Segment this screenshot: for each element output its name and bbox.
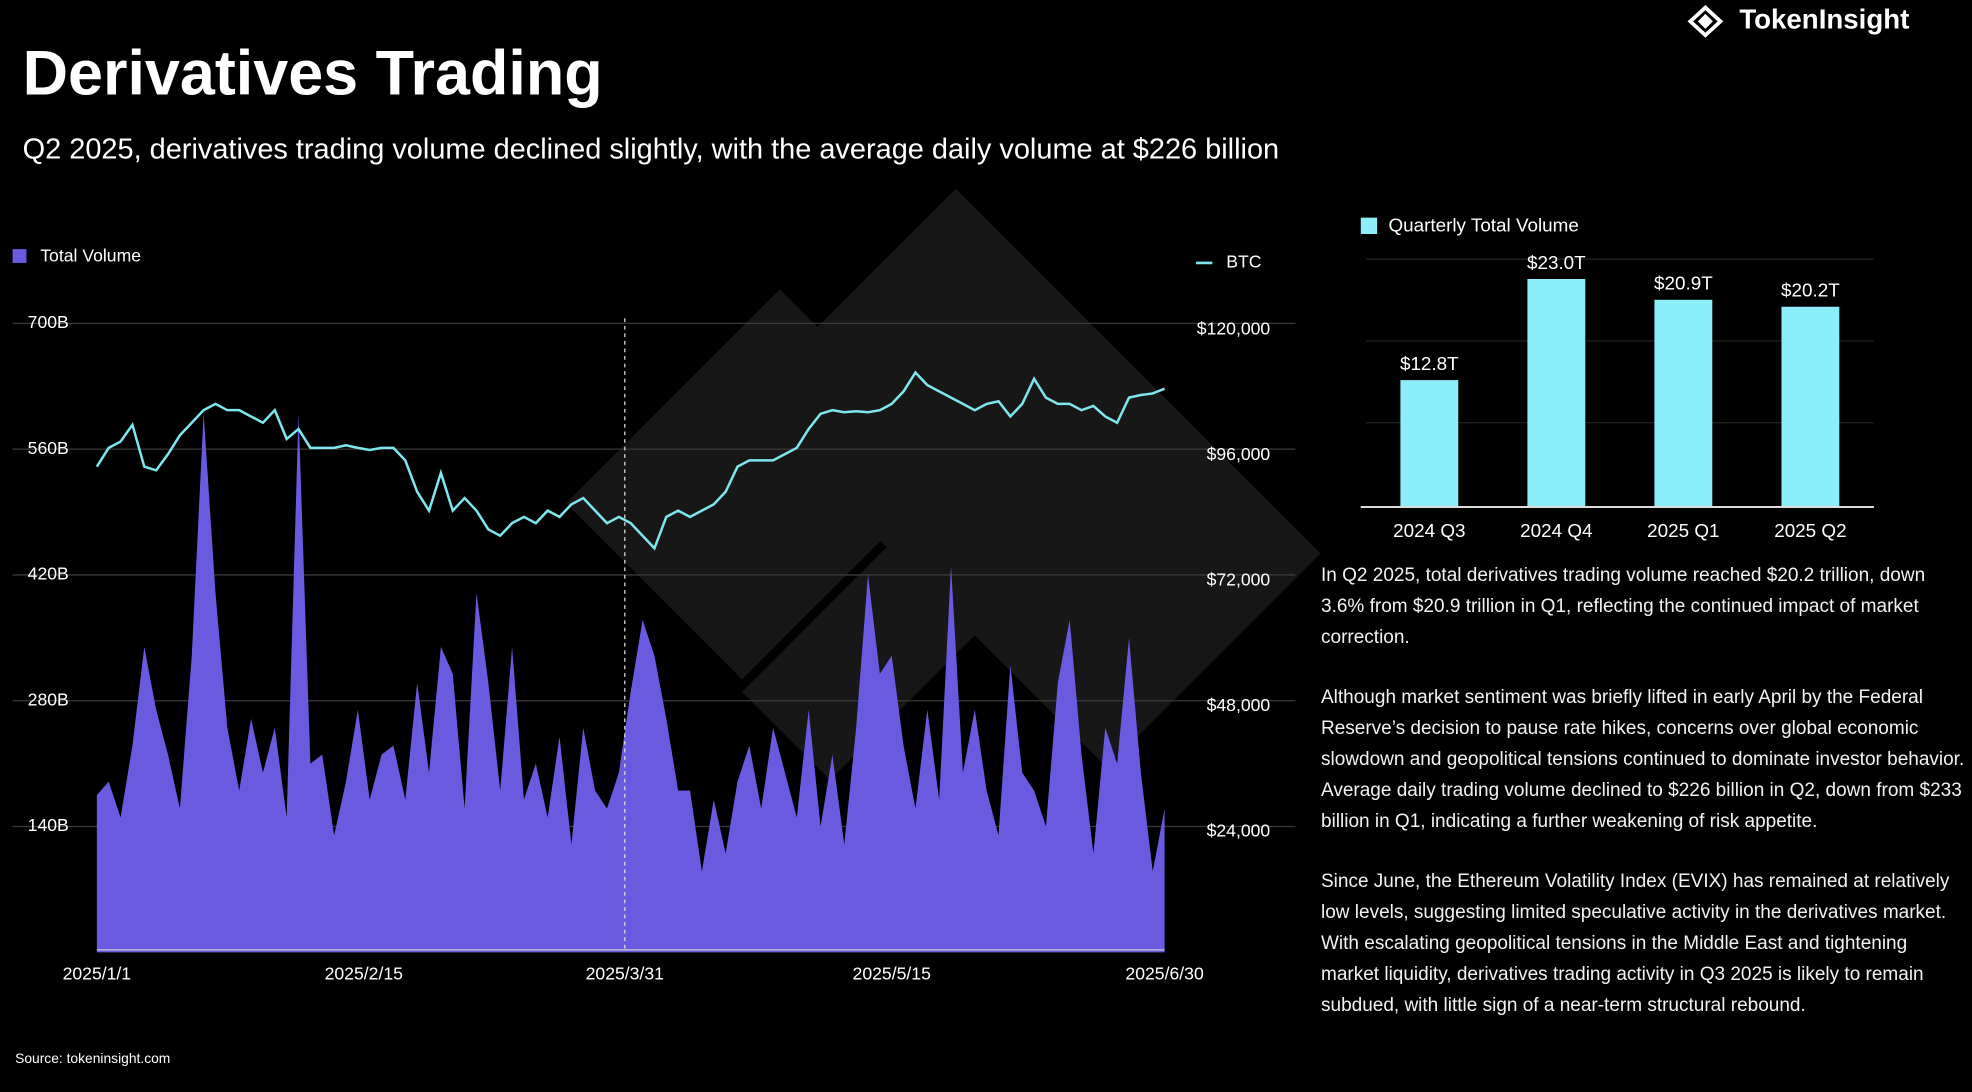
- x-tick-label: 2025 Q2: [1774, 520, 1846, 541]
- y2-tick-label: $72,000: [1207, 569, 1271, 589]
- watermark: [565, 188, 1321, 780]
- x-tick-label: 2024 Q3: [1393, 520, 1465, 541]
- bar: [1527, 278, 1586, 507]
- y2-tick-label: $24,000: [1207, 820, 1271, 840]
- brand: TokenInsight: [1739, 4, 1909, 35]
- y-tick-label: 140B: [28, 815, 69, 835]
- y-tick-label: 700B: [28, 312, 69, 332]
- x-tick-label: 2025/2/15: [325, 964, 404, 984]
- y2-tick-label: $48,000: [1207, 695, 1271, 715]
- bar: [1654, 299, 1713, 507]
- bar: [1400, 380, 1459, 507]
- legend-swatch: [12, 249, 27, 263]
- value-label: $12.8T: [1400, 353, 1459, 374]
- paragraph: In Q2 2025, total derivatives trading vo…: [1321, 565, 1926, 648]
- x-tick-label: 2024 Q4: [1520, 520, 1592, 541]
- paragraph: Although market sentiment was briefly li…: [1321, 687, 1965, 832]
- paragraph: Since June, the Ethereum Volatility Inde…: [1321, 871, 1950, 1016]
- value-label: $20.9T: [1654, 273, 1713, 294]
- x-tick-label: 2025/5/15: [853, 964, 932, 984]
- y-tick-label: 560B: [28, 438, 69, 458]
- source: Source: tokeninsight.com: [15, 1050, 170, 1066]
- y-tick-label: 280B: [28, 689, 69, 709]
- legend-label: Quarterly Total Volume: [1388, 214, 1578, 235]
- title: Derivatives Trading: [23, 39, 603, 109]
- commentary: In Q2 2025, total derivatives trading vo…: [1321, 561, 1969, 1091]
- bar: [1781, 306, 1840, 507]
- brand-logo: [1687, 4, 1724, 38]
- x-tick-label: 2025 Q1: [1647, 520, 1719, 541]
- x-tick-label: 2025/3/31: [586, 964, 664, 984]
- value-label: $20.2T: [1781, 280, 1840, 301]
- y2-tick-label: $120,000: [1197, 318, 1271, 338]
- y2-tick-label: $96,000: [1207, 444, 1271, 464]
- volume-area: [96, 413, 1165, 953]
- x-tick-label: 2025/6/30: [1125, 964, 1204, 984]
- y-tick-label: 420B: [28, 564, 69, 584]
- legend-swatch: [1360, 217, 1378, 234]
- legend-label: Total Volume: [40, 245, 141, 265]
- x-tick-label: 2025/1/1: [63, 964, 132, 984]
- btc-line: [95, 370, 1166, 551]
- value-label: $23.0T: [1527, 252, 1586, 273]
- legend-label: BTC: [1226, 252, 1261, 272]
- subtitle: Q2 2025, derivatives trading volume decl…: [23, 134, 1279, 166]
